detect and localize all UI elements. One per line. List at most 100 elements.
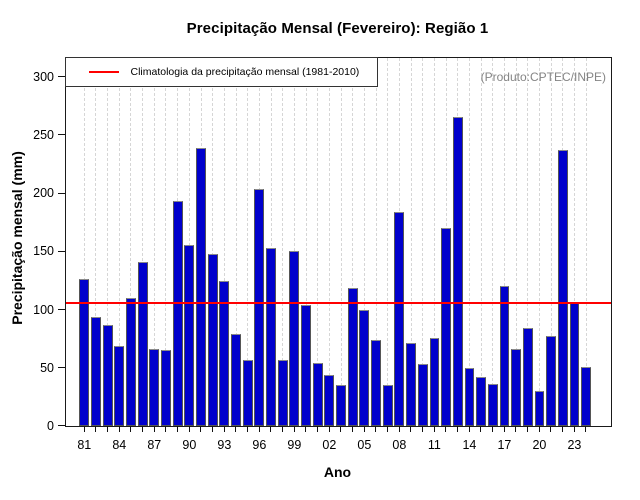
y-tick: [58, 425, 65, 427]
year-gridline: [363, 58, 365, 426]
climatology-line-icon: [88, 70, 119, 73]
x-tick-label: 23: [567, 438, 582, 452]
year-gridline: [212, 58, 214, 426]
year-gridline: [585, 58, 587, 426]
legend-label: Climatologia da precipitação mensal (198…: [130, 65, 360, 78]
x-tick: [305, 426, 307, 432]
y-tick-label: 100: [33, 302, 54, 317]
bar-1988: [161, 350, 171, 426]
x-tick: [351, 426, 353, 432]
chart-title: Precipitação Mensal (Fevereiro): Região …: [186, 20, 489, 37]
bar-2023: [569, 302, 580, 426]
year-gridline: [130, 58, 132, 426]
year-gridline: [247, 58, 249, 426]
x-tick-label: 93: [217, 438, 232, 452]
year-gridline: [235, 58, 237, 426]
year-gridline: [142, 58, 144, 426]
x-tick-label: 87: [147, 438, 162, 452]
year-gridline: [305, 58, 307, 426]
bar-2009: [406, 343, 416, 426]
year-gridline: [480, 58, 482, 426]
bar-2019: [522, 328, 533, 426]
bar-2012: [441, 228, 451, 426]
year-gridline: [188, 58, 190, 426]
year-gridline: [375, 58, 377, 426]
year-gridline: [352, 58, 354, 426]
year-gridline: [317, 58, 319, 426]
x-tick: [538, 426, 540, 432]
x-tick-label: 02: [322, 438, 337, 452]
y-tick-label: 200: [33, 186, 54, 201]
bar-2003: [336, 385, 346, 426]
x-tick: [141, 426, 143, 432]
x-tick: [410, 426, 412, 432]
year-gridline: [515, 58, 517, 426]
bar-2005: [359, 309, 370, 426]
bar-2001: [312, 363, 323, 426]
y-tick-label: 150: [33, 244, 54, 259]
x-tick-label: 81: [77, 438, 92, 452]
bar-2015: [476, 377, 486, 426]
y-tick-label: 0: [47, 419, 54, 433]
y-axis-title: Precipitação mensal (mm): [9, 151, 25, 325]
x-tick: [211, 426, 213, 432]
bar-2006: [371, 339, 381, 426]
bar-2000: [301, 305, 311, 426]
bar-2011: [429, 337, 440, 426]
x-tick: [421, 426, 423, 432]
bar-1983: [102, 324, 113, 426]
x-tick: [270, 426, 272, 432]
x-tick: [375, 426, 377, 432]
x-tick: [503, 426, 505, 432]
x-tick: [562, 426, 564, 432]
x-tick-label: 96: [252, 438, 267, 452]
year-gridline: [468, 58, 470, 426]
x-tick: [316, 426, 318, 432]
x-tick: [235, 426, 237, 432]
source-annotation: (Produto:CPTEC/INPE): [480, 70, 606, 84]
bar-2010: [417, 364, 428, 426]
x-tick: [130, 426, 132, 432]
year-gridline: [573, 58, 575, 426]
year-gridline: [503, 58, 505, 426]
y-tick: [58, 250, 65, 252]
y-tick: [58, 76, 65, 78]
x-tick: [585, 426, 587, 432]
x-tick-label: 90: [182, 438, 197, 452]
x-tick: [258, 426, 260, 432]
x-tick: [573, 426, 575, 432]
climatology-line: [66, 301, 611, 304]
year-gridline: [83, 58, 85, 426]
year-gridline: [527, 58, 529, 426]
year-gridline: [433, 58, 435, 426]
y-tick-label: 300: [33, 69, 54, 84]
x-tick: [106, 426, 108, 432]
plot-area: Climatologia da precipitação mensal (198…: [33, 56, 612, 452]
bar-1984: [114, 345, 125, 426]
y-tick: [58, 367, 65, 369]
bar-1994: [231, 334, 241, 426]
x-axis-title: Ano: [323, 464, 352, 480]
x-tick: [281, 426, 283, 432]
x-tick-label: 14: [462, 438, 477, 452]
year-gridline: [293, 58, 295, 426]
bar-2017: [499, 286, 510, 426]
bar-2008: [394, 211, 405, 426]
bar-1992: [207, 253, 218, 426]
x-tick: [492, 426, 493, 432]
bar-1999: [289, 251, 300, 426]
y-tick-label: 250: [33, 128, 54, 143]
year-gridline: [422, 58, 424, 426]
bar-1981: [79, 279, 90, 426]
x-tick-label: 20: [532, 438, 547, 452]
x-tick-label: 05: [357, 438, 372, 452]
bar-2013: [452, 116, 463, 426]
bar-2021: [546, 336, 556, 426]
bar-2007: [382, 385, 393, 426]
x-tick: [328, 426, 330, 432]
bar-1985: [126, 298, 136, 426]
x-tick: [433, 426, 435, 432]
bar-2024: [581, 366, 591, 426]
bar-1995: [242, 359, 253, 426]
